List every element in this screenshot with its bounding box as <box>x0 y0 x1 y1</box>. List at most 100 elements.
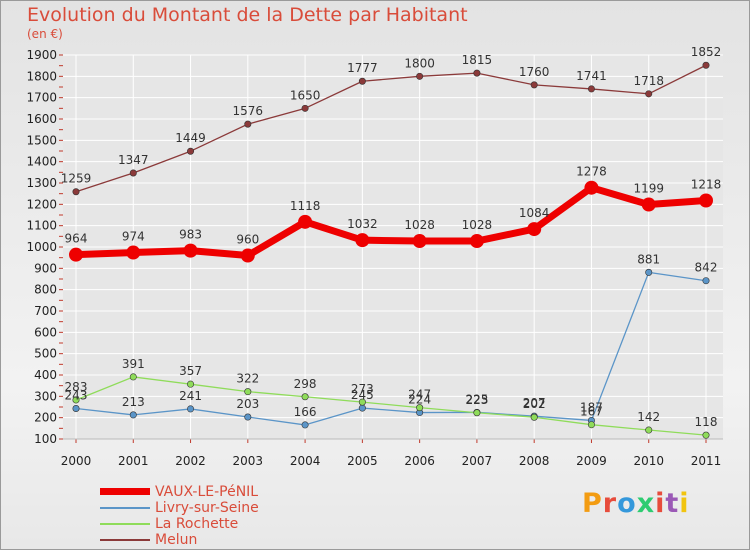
data-point <box>187 147 195 155</box>
proxiti-logo: Proxiti <box>582 488 690 519</box>
logo-letter: r <box>602 488 618 519</box>
data-point <box>183 243 198 258</box>
y-tick-label: 400 <box>34 368 57 382</box>
legend-label: La Rochette <box>155 516 239 532</box>
data-point <box>645 90 653 98</box>
data-point <box>129 373 137 381</box>
data-label: 960 <box>236 233 259 247</box>
logo-letter: o <box>617 488 637 519</box>
data-point <box>473 409 481 417</box>
data-point <box>469 234 484 249</box>
logo-letter: P <box>582 488 603 519</box>
x-tick-label: 2005 <box>347 454 378 468</box>
logo-letter: t <box>665 488 680 519</box>
legend-label: Melun <box>155 532 198 548</box>
data-label: 247 <box>408 388 431 402</box>
data-point <box>587 421 595 429</box>
data-label: 207 <box>523 396 546 410</box>
logo-letter: i <box>679 488 690 519</box>
data-label: 118 <box>695 415 718 429</box>
x-tick-label: 2003 <box>233 454 264 468</box>
data-label: 1259 <box>61 172 92 186</box>
data-point <box>587 85 595 93</box>
data-label: 1028 <box>462 218 493 232</box>
x-tick-label: 2000 <box>61 454 92 468</box>
legend-swatch <box>100 539 150 541</box>
y-tick-label: 700 <box>34 304 57 318</box>
data-point <box>298 214 313 229</box>
data-point <box>72 396 80 404</box>
data-point <box>301 393 309 401</box>
data-label: 225 <box>465 392 488 406</box>
data-point <box>301 104 309 112</box>
series-line-melun <box>75 64 707 193</box>
data-label: 142 <box>637 410 660 424</box>
x-tick-label: 2007 <box>462 454 493 468</box>
data-point <box>358 77 366 85</box>
legend-swatch <box>100 507 150 509</box>
y-tick-label: 1200 <box>26 197 57 211</box>
data-point <box>530 413 538 421</box>
y-axis: 100 200 300 400 500 600 700 800 900 1000 1100 1200 1… <box>26 48 63 446</box>
data-label: 202 <box>523 397 546 411</box>
data-point <box>301 421 309 429</box>
data-label: 298 <box>294 377 317 391</box>
data-point <box>645 268 653 276</box>
data-point <box>72 404 80 412</box>
y-tick-label: 1800 <box>26 69 57 83</box>
chart-title: Evolution du Montant de la Dette par Hab… <box>27 4 468 26</box>
x-tick-label: 2008 <box>519 454 550 468</box>
data-label: 322 <box>236 372 259 386</box>
data-point <box>355 233 370 248</box>
y-tick-label: 1100 <box>26 219 57 233</box>
data-point <box>126 245 141 260</box>
data-label: 1718 <box>633 74 664 88</box>
series-line-vaux-le-p-nil <box>72 184 710 260</box>
y-tick-label: 300 <box>34 389 57 403</box>
data-labels: 243 213 241 203 166 245 224 225 207 187 881 842 283 3… <box>61 45 722 429</box>
data-point <box>641 197 656 212</box>
data-point <box>416 404 424 412</box>
data-label: 1084 <box>519 206 550 220</box>
y-tick-label: 1600 <box>26 112 57 126</box>
data-point <box>645 426 653 434</box>
data-label: 1741 <box>576 69 607 83</box>
x-tick-label: 2011 <box>691 454 722 468</box>
data-label: 1028 <box>404 218 435 232</box>
y-tick-label: 1400 <box>26 155 57 169</box>
data-point <box>702 61 710 69</box>
data-point <box>412 234 427 249</box>
data-point <box>244 120 252 128</box>
y-tick-label: 600 <box>34 325 57 339</box>
data-point <box>244 413 252 421</box>
data-label: 1576 <box>233 104 264 118</box>
data-label: 283 <box>65 380 88 394</box>
legend-label: Livry-sur-Seine <box>155 500 259 516</box>
data-label: 964 <box>65 232 88 246</box>
data-label: 1199 <box>633 182 664 196</box>
data-point <box>187 405 195 413</box>
data-label: 167 <box>580 405 603 419</box>
data-point <box>527 222 542 237</box>
data-label: 245 <box>351 388 374 402</box>
data-label: 241 <box>179 389 202 403</box>
data-label: 243 <box>65 388 88 402</box>
series-line-livry-sur-seine <box>75 271 707 426</box>
data-label: 983 <box>179 228 202 242</box>
data-point <box>129 169 137 177</box>
data-label: 881 <box>637 252 660 266</box>
data-point <box>358 398 366 406</box>
data-point <box>530 81 538 89</box>
y-tick-label: 800 <box>34 283 57 297</box>
data-label: 842 <box>695 261 718 275</box>
data-label: 391 <box>122 357 145 371</box>
x-tick-label: 2002 <box>175 454 206 468</box>
y-tick-label: 1700 <box>26 91 57 105</box>
data-label: 1760 <box>519 65 550 79</box>
y-tick-label: 900 <box>34 261 57 275</box>
x-tick-label: 2001 <box>118 454 149 468</box>
data-label: 1118 <box>290 199 321 213</box>
series-layer <box>69 61 713 439</box>
data-label: 1815 <box>462 53 493 67</box>
